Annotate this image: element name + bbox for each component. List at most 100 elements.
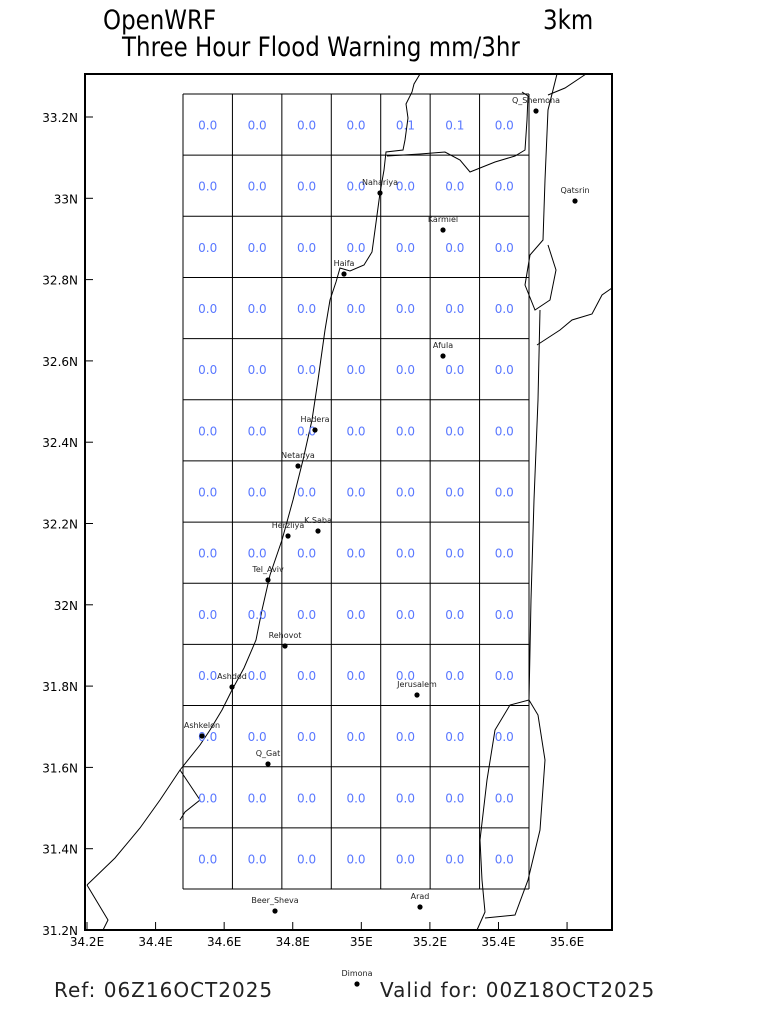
grid-value: 0.1: [396, 119, 415, 133]
city-label: Ashkelon: [184, 721, 220, 730]
grid-value: 0.0: [198, 486, 217, 500]
grid-value: 0.0: [445, 852, 464, 866]
x-tick-label: 35.6E: [550, 935, 584, 949]
grid-value: 0.0: [198, 180, 217, 194]
grid-value: 0.0: [445, 363, 464, 377]
coastline-border: [86, 884, 109, 931]
city-marker: [440, 353, 446, 359]
grid-value: 0.0: [198, 791, 217, 805]
grid-value: 0.0: [445, 241, 464, 255]
city-marker: [312, 427, 318, 433]
city-label: Haifa: [334, 259, 355, 268]
city-marker: [572, 198, 578, 204]
city-label: Qatsrin: [560, 186, 589, 195]
city-marker: [282, 643, 288, 649]
grid-value: 0.0: [297, 486, 316, 500]
map-frame: [84, 73, 613, 931]
grid-value: 0.0: [346, 547, 365, 561]
grid-value: 0.0: [495, 363, 514, 377]
city-marker: [533, 108, 539, 114]
grid-value: 0.0: [248, 302, 267, 316]
grid-value: 0.0: [248, 852, 267, 866]
coastline-border: [386, 91, 529, 173]
coastline-border: [476, 309, 541, 931]
y-tick-label: 32.2N: [42, 518, 78, 532]
grid-value: 0.0: [248, 730, 267, 744]
grid-value: 0.0: [198, 363, 217, 377]
grid-value: 0.0: [495, 241, 514, 255]
city-marker: [295, 463, 301, 469]
model-title: OpenWRF: [103, 5, 217, 36]
y-tick-label: 31.8N: [42, 680, 78, 694]
grid-value: 0.0: [248, 241, 267, 255]
city-label: Karmiel: [428, 215, 458, 224]
grid-value: 0.0: [396, 486, 415, 500]
x-tick-label: 34.6E: [207, 935, 241, 949]
city-marker: [417, 904, 423, 910]
x-tick-label: 34.8E: [276, 935, 310, 949]
grid-value: 0.0: [248, 791, 267, 805]
grid-value: 0.0: [396, 791, 415, 805]
city-marker: [272, 908, 278, 914]
coastline-border: [484, 699, 546, 919]
city-marker: [199, 733, 205, 739]
city-label: Afula: [433, 341, 453, 350]
grid-value: 0.0: [495, 486, 514, 500]
grid-value: 0.0: [297, 730, 316, 744]
grid-value: 0.0: [198, 302, 217, 316]
x-tick-label: 34.4E: [138, 935, 172, 949]
x-tick-label: 35E: [350, 935, 373, 949]
city-label: Ashdod: [217, 672, 247, 681]
grid-value: 0.0: [297, 791, 316, 805]
grid-value: 0.0: [396, 730, 415, 744]
grid-value: 0.0: [445, 486, 464, 500]
grid-value: 0.0: [495, 119, 514, 133]
grid-value: 0.0: [346, 486, 365, 500]
grid-value: 0.0: [396, 424, 415, 438]
grid-value: 0.0: [445, 608, 464, 622]
city-label: K.Saba: [304, 516, 332, 525]
y-tick-label: 31.2N: [42, 924, 78, 938]
grid-value: 0.0: [198, 852, 217, 866]
grid-value: 0.0: [198, 241, 217, 255]
grid-value: 0.1: [445, 119, 464, 133]
grid-value: 0.0: [297, 424, 316, 438]
resolution-label: 3km: [543, 5, 594, 36]
grid-value: 0.0: [346, 669, 365, 683]
grid-value: 0.0: [346, 180, 365, 194]
grid-value: 0.0: [495, 791, 514, 805]
grid-value: 0.0: [297, 241, 316, 255]
city-label: Arad: [411, 892, 430, 901]
grid-value: 0.0: [346, 241, 365, 255]
grid-value: 0.0: [297, 608, 316, 622]
grid-value: 0.0: [396, 669, 415, 683]
coastline-border: [524, 73, 558, 311]
grid-value: 0.0: [445, 669, 464, 683]
valid-time: Valid for: 00Z18OCT2025: [380, 978, 656, 1002]
grid-value: 0.0: [346, 852, 365, 866]
city-label: Nahariya: [362, 178, 398, 187]
grid-value: 0.0: [248, 363, 267, 377]
y-tick-label: 32N: [54, 599, 78, 613]
grid-value: 0.0: [248, 547, 267, 561]
grid-value: 0.0: [495, 180, 514, 194]
grid-value: 0.0: [346, 363, 365, 377]
grid-value: 0.0: [198, 119, 217, 133]
grid-value: 0.0: [248, 424, 267, 438]
grid-value: 0.0: [396, 180, 415, 194]
grid-value: 0.0: [297, 119, 316, 133]
grid-value: 0.0: [297, 852, 316, 866]
grid-value: 0.0: [445, 730, 464, 744]
coastline-border: [86, 73, 421, 886]
grid-value: 0.0: [198, 608, 217, 622]
city-label: Tel_Aviv: [251, 565, 284, 574]
grid-value: 0.0: [248, 608, 267, 622]
city-label: Rehovot: [269, 631, 302, 640]
grid-value: 0.0: [396, 547, 415, 561]
grid-value: 0.0: [495, 302, 514, 316]
grid-value: 0.0: [396, 241, 415, 255]
city-marker: [285, 533, 291, 539]
grid-value: 0.0: [495, 730, 514, 744]
grid-value: 0.0: [346, 608, 365, 622]
city-marker: [341, 271, 347, 277]
